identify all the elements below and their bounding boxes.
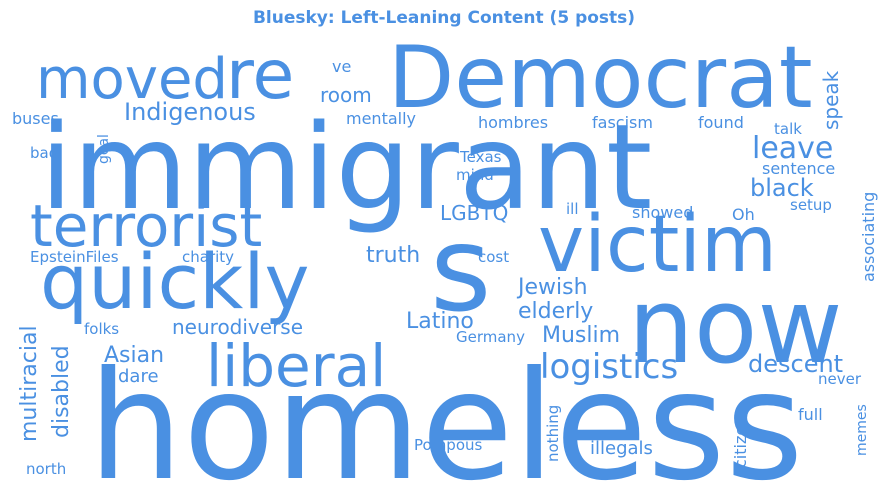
word-full: full [798,405,823,424]
word-elderly: elderly [518,299,593,324]
word-found: found [698,113,744,132]
word-liberal: liberal [206,332,386,400]
word-mentally: mentally [346,109,416,128]
word-indigenous: Indigenous [124,98,256,126]
word-texas: Texas [459,148,502,166]
word-never: never [818,370,862,388]
word-neurodiverse: neurodiverse [172,315,303,339]
word-north: north [26,460,66,478]
word-citizens: citizens [731,407,750,468]
word-buses: buses [12,109,59,128]
word-disabled: disabled [49,345,74,438]
word-black: black [750,174,814,202]
word-homeless: homeless [88,340,804,490]
word-truth: truth [366,243,420,268]
word-s: s [430,200,491,338]
word-leave: leave [752,131,833,166]
word-charity: charity [182,248,234,266]
word-dare: dare [118,366,159,387]
word-ve: ve [332,57,351,76]
word-now: now [628,265,843,387]
word-bad: bad [30,144,58,162]
word-setup: setup [790,196,832,214]
word-illegals: illegals [590,438,653,459]
word-moved: moved [36,47,228,112]
word-oh: Oh [732,205,755,224]
word-fascism: fascism [592,113,653,132]
word-terrorist: terrorist [30,192,262,260]
word-democrat: Democrat [388,28,813,128]
word-re: re [226,36,294,115]
word-jewish: Jewish [516,275,588,300]
word-immigrant: immigrant [40,98,652,236]
word-sentence: sentence [762,159,835,178]
word-associating: associating [859,192,878,282]
word-showed: showed [632,203,693,222]
word-nothing: nothing [544,405,562,462]
word-muslim: Muslim [542,323,620,348]
word-latino: Latino [406,309,474,334]
word-goal: goal [96,134,112,164]
word-multiracial: multiracial [17,325,42,442]
word-mind: mind [456,166,494,184]
word-even: even [164,166,180,200]
word-asian: Asian [104,343,164,368]
word-hombres: hombres [478,113,548,132]
word-logistics: logistics [540,347,678,387]
word-cost: cost [478,248,509,266]
word-talk: talk [774,120,802,138]
word-epsteinfiles: EpsteinFiles [30,248,119,266]
word-folks: folks [84,320,119,338]
word-room: room [320,83,372,107]
word-ill: ill [566,200,579,218]
word-pompous: Pompous [414,436,483,454]
word-quickly: quickly [40,237,309,326]
chart-title: Bluesky: Left-Leaning Content (5 posts) [252,8,636,28]
word-descent: descent [748,350,843,378]
word-memes: memes [854,404,870,456]
word-speak: speak [819,70,843,130]
word-victim: victim [538,200,777,290]
word-lgbtq: LGBTQ [440,201,508,225]
word-germany: Germany [456,328,525,346]
